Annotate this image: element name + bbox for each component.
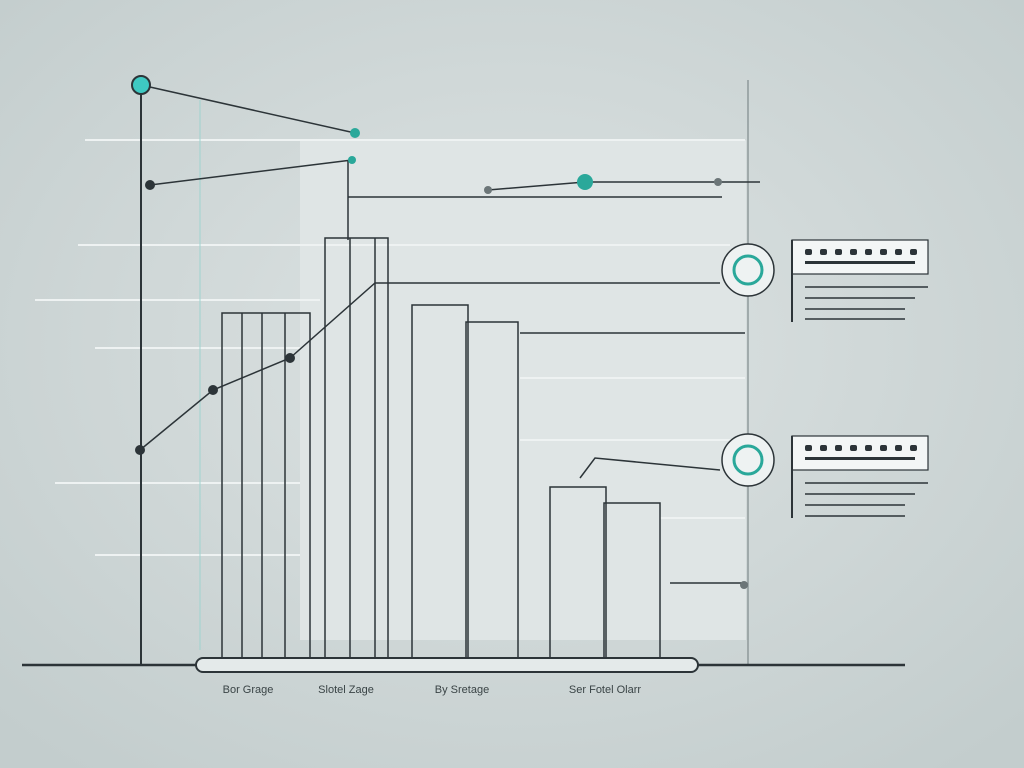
bar-label: Slotel Zage xyxy=(318,684,374,696)
panel xyxy=(300,140,746,640)
bar-label: Ser Fotel Olarr xyxy=(569,684,641,696)
points xyxy=(131,75,748,589)
guide-lines xyxy=(35,80,749,665)
bar-label: By Sretage xyxy=(435,684,489,696)
lines xyxy=(22,84,905,673)
side-icons xyxy=(721,239,929,518)
bar-label: Bor Grage xyxy=(223,684,274,696)
